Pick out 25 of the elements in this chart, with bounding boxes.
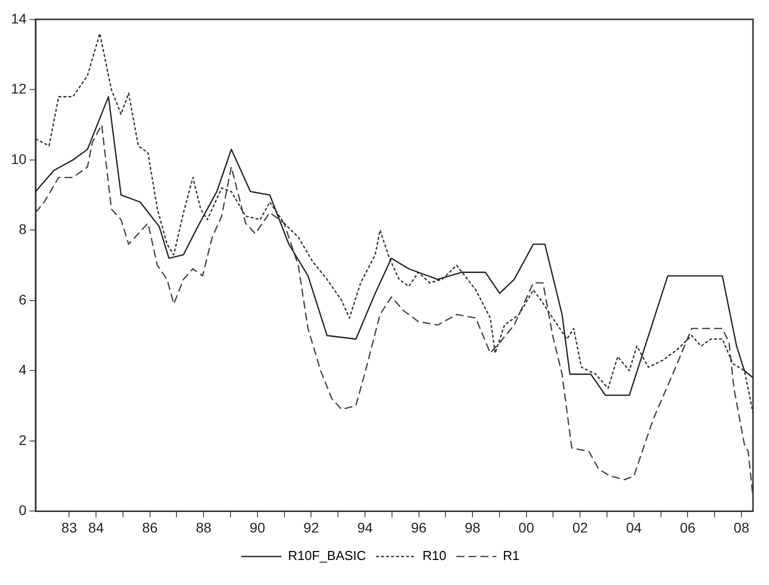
x-tick-label: 06 — [680, 519, 696, 536]
x-tick-label: 02 — [572, 519, 588, 536]
legend-label: R10F_BASIC — [288, 548, 366, 564]
x-tick-label: 94 — [357, 519, 373, 536]
y-tick-label: 6 — [18, 291, 27, 308]
x-tick-label: 00 — [518, 519, 534, 536]
y-tick-label: 12 — [10, 80, 27, 97]
x-tick-label: 98 — [464, 519, 481, 536]
legend-label: R1 — [502, 548, 520, 564]
y-tick-label: 10 — [10, 150, 27, 167]
x-tick-label: 83 — [61, 519, 78, 536]
x-tick-label: 90 — [250, 519, 266, 536]
x-tick-label: 08 — [734, 519, 750, 536]
y-tick-label: 14 — [10, 10, 27, 26]
x-tick-label: 96 — [410, 519, 427, 536]
y-tick-label: 0 — [18, 502, 27, 518]
y-tick-label: 8 — [18, 221, 27, 238]
x-tick-label: 84 — [88, 519, 104, 536]
x-tick-label: 88 — [196, 519, 212, 536]
x-tick-label: 86 — [142, 519, 158, 536]
y-tick-label: 4 — [18, 362, 27, 378]
legend-label: R10 — [422, 548, 446, 564]
x-tick-label: 92 — [303, 519, 320, 536]
x-tick-label: 04 — [626, 519, 642, 536]
y-tick-label: 2 — [18, 432, 27, 448]
